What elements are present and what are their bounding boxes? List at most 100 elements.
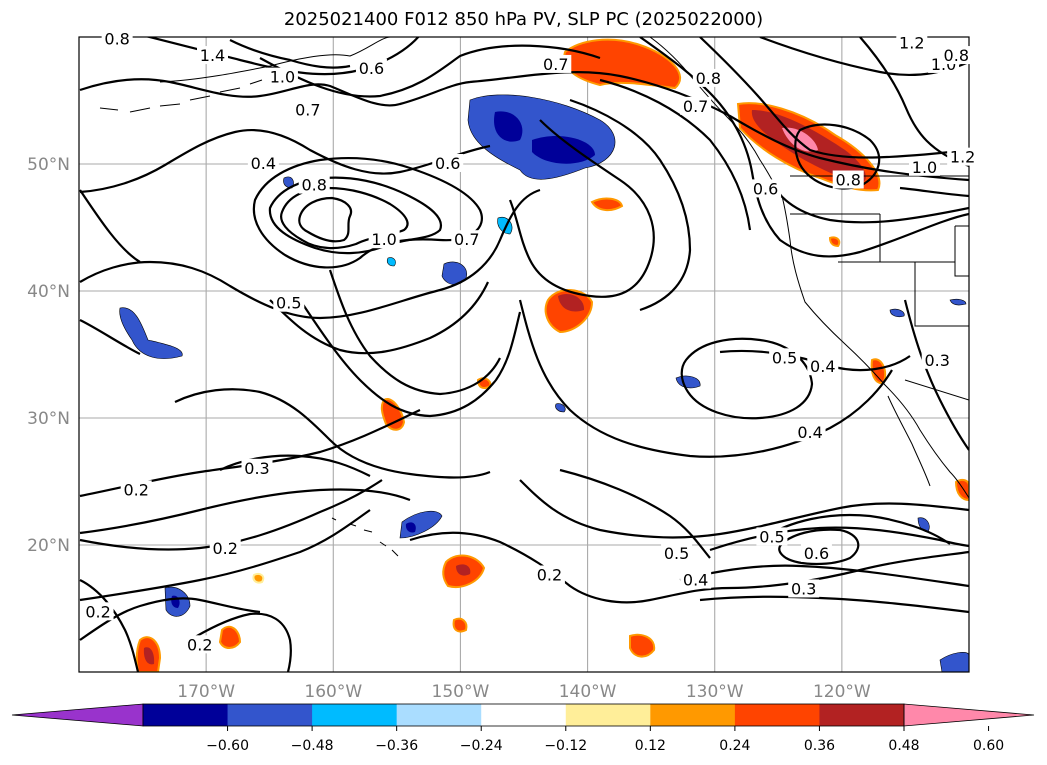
contour-label-bg <box>807 357 839 376</box>
contour-line <box>259 44 601 98</box>
contour-label: 1.0 <box>270 68 295 87</box>
contour-line <box>699 37 969 159</box>
contour-line <box>903 299 969 451</box>
pv-anomaly-blob <box>386 257 396 267</box>
contour-label-bg <box>800 543 832 562</box>
pv-anomaly-blob <box>563 38 682 90</box>
contour-label-bg <box>355 58 387 77</box>
colorbar-swatch <box>396 704 482 726</box>
contour-line <box>899 186 969 198</box>
map-frame <box>78 36 970 673</box>
colorbar-swatch <box>565 704 651 726</box>
contour-label: 0.5 <box>772 348 797 367</box>
colorbar-tick-label: 0.48 <box>888 738 919 754</box>
lon-tick-label: 150°W <box>432 682 490 702</box>
colorbar-tick-label: −0.12 <box>544 738 587 754</box>
pv-anomaly-blob <box>380 398 406 431</box>
contour-label-bg <box>940 46 972 65</box>
pv-anomaly-blob <box>143 647 155 665</box>
lat-tick-label: 30°N <box>27 409 70 429</box>
contour-label-bg <box>209 538 241 557</box>
contour-line <box>79 597 261 641</box>
contour-line <box>219 454 371 477</box>
colorbar-extend-high <box>903 703 1035 727</box>
contour-label-bg <box>292 100 324 119</box>
contour-label: 0.7 <box>454 230 479 249</box>
contour-label: 0.2 <box>85 602 110 621</box>
contour-label-bg <box>368 230 400 249</box>
contour-label-bg <box>451 230 483 249</box>
lon-tick-label: 140°W <box>559 682 617 702</box>
contour-line <box>298 196 353 243</box>
contour-label-bg <box>533 565 565 584</box>
contour-label-bg <box>241 458 273 477</box>
contour-label: 0.2 <box>123 480 148 499</box>
contour-labels: 0.81.41.0 0.60.70.71.21.00.80.80.71.21.00… <box>82 29 979 654</box>
contour-label-bg <box>756 527 788 546</box>
contour-label: 0.5 <box>276 294 301 313</box>
contour-label-bg <box>247 154 279 172</box>
contour-label: 0.3 <box>791 579 816 598</box>
contour-line <box>639 37 969 258</box>
contour-label-bg <box>921 350 953 369</box>
contour-line <box>569 98 692 312</box>
contour-label: 1.0 <box>912 158 937 177</box>
contour-line <box>79 579 140 672</box>
contour-line <box>759 513 951 545</box>
pv-anomaly-blob <box>555 403 566 413</box>
contour-label-bg <box>794 423 826 442</box>
contour-line <box>559 468 711 559</box>
contour-line <box>79 189 141 263</box>
contour-line <box>328 269 501 396</box>
colorbar-frame <box>142 703 905 727</box>
contour-label-bg <box>769 348 801 367</box>
colorbar-swatch <box>227 704 313 726</box>
contour-line <box>79 78 471 107</box>
contour-label: 0.8 <box>835 171 860 190</box>
contour-line <box>680 337 814 420</box>
contour-label-bg <box>680 570 712 589</box>
colorbar-swatch <box>734 704 820 726</box>
pv-anomaly-blob <box>494 111 523 142</box>
lon-tick-label: 170°W <box>177 682 235 702</box>
pv-anomaly-blob <box>590 197 624 212</box>
contour-label: 1.2 <box>950 148 975 167</box>
aleutian-islands <box>99 73 287 113</box>
pv-anomaly-blob <box>441 261 467 285</box>
contour-line <box>229 39 351 69</box>
contour-label: 0.5 <box>759 527 784 546</box>
contour-label: 0.7 <box>543 55 568 74</box>
colorbar-tick-label: 0.12 <box>635 738 666 754</box>
contour-line <box>518 299 893 458</box>
contour-label: 0.8 <box>944 46 969 65</box>
contour-label: 0.8 <box>696 69 721 88</box>
colorbar-swatch <box>143 704 229 726</box>
contour-label-bg <box>273 293 305 312</box>
contour-line <box>79 188 541 320</box>
lon-tick-label: 130°W <box>686 682 744 702</box>
contour-label-bg <box>298 175 330 194</box>
colorbar-tick-label: 0.36 <box>804 738 835 754</box>
contour-label-bg <box>101 29 133 48</box>
contour-label-bg <box>266 67 298 86</box>
contour-line <box>519 479 969 539</box>
baja-coastline <box>887 395 931 487</box>
pv-anomaly-blob <box>119 307 183 359</box>
contour-label: 0.2 <box>187 635 212 654</box>
pv-anomaly-blob <box>405 522 416 533</box>
contour-label-bg <box>120 480 152 499</box>
alaska-coastline <box>159 37 391 83</box>
contour-label: 0.7 <box>683 97 708 116</box>
pv-anomaly-blob <box>629 633 656 658</box>
contour-line <box>79 479 383 551</box>
contour-label-bg <box>832 170 864 189</box>
contour-label: 0.6 <box>435 154 460 173</box>
pv-anomaly-blob <box>218 625 242 649</box>
contour-line <box>79 509 371 602</box>
contour-label-bg <box>432 154 464 172</box>
contour-label-bg <box>540 54 572 73</box>
colorbar-extend-low <box>11 703 144 727</box>
contour-label: 0.5 <box>664 544 689 563</box>
bc-coastline <box>649 37 783 197</box>
contour-label: 0.4 <box>810 357 835 376</box>
